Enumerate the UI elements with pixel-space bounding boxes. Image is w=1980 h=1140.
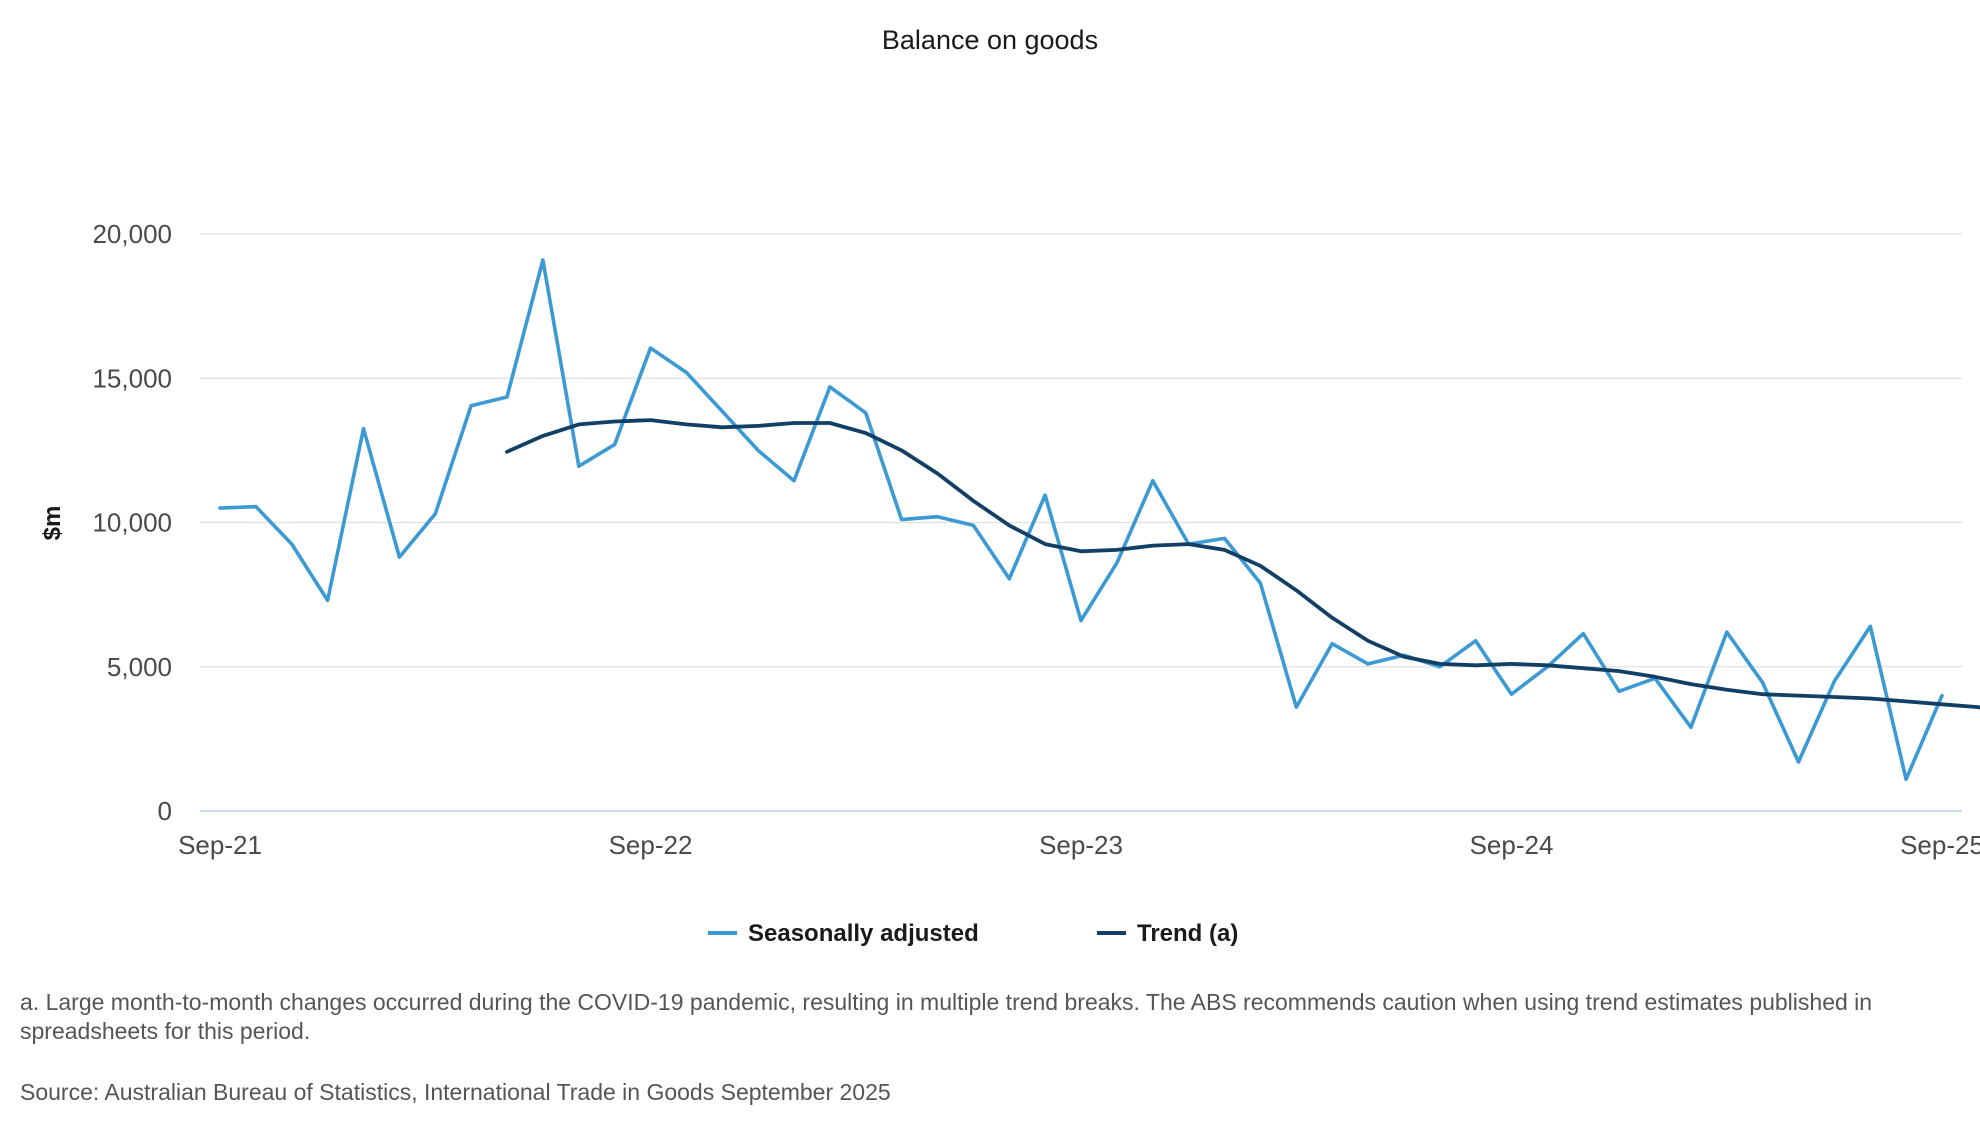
footnote-note: a. Large month-to-month changes occurred… xyxy=(20,989,1873,1044)
series-line-seasonally-adjusted xyxy=(218,258,1944,782)
chart-title: Balance on goods xyxy=(882,25,1098,55)
gridlines xyxy=(200,233,1962,812)
y-tick-label: 20,000 xyxy=(92,219,172,249)
y-axis-label: $m xyxy=(39,506,66,541)
x-tick-label: Sep-22 xyxy=(609,830,693,860)
series-line-trend-a xyxy=(505,418,1980,710)
y-tick-label: 10,000 xyxy=(92,508,172,538)
y-tick-label: 15,000 xyxy=(92,363,172,393)
series-lines xyxy=(218,258,1980,782)
y-tick-label: 5,000 xyxy=(107,652,172,682)
y-tick-label: 0 xyxy=(158,796,172,826)
x-tick-label: Sep-24 xyxy=(1470,830,1554,860)
legend-label-seasonally-adjusted: Seasonally adjusted xyxy=(748,920,979,947)
x-axis: Sep-21 Sep-22 Sep-23 Sep-24 Sep-25 xyxy=(178,830,1980,860)
legend-label-trend: Trend (a) xyxy=(1137,920,1238,947)
x-tick-label: Sep-21 xyxy=(178,830,262,860)
y-axis: 0 5,000 10,000 15,000 20,000 xyxy=(92,219,172,826)
legend: Seasonally adjusted Trend (a) xyxy=(708,920,1238,947)
x-tick-label: Sep-23 xyxy=(1039,830,1123,860)
footnote-source: Source: Australian Bureau of Statistics,… xyxy=(20,1079,891,1105)
x-tick-label: Sep-25 xyxy=(1900,830,1980,860)
